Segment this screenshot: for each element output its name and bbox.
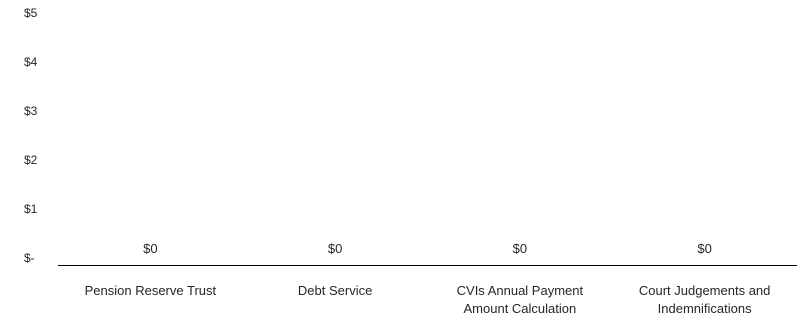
x-tick-label-line: Indemnifications [658,301,752,316]
y-tick-label: $- [24,251,35,265]
x-tick-label-line: CVIs Annual Payment [457,283,584,298]
x-tick-label-line: Pension Reserve Trust [85,283,217,298]
x-tick-label-line: Debt Service [298,283,372,298]
x-tick-label-line: Amount Calculation [464,301,577,316]
data-label: $0 [328,241,342,256]
data-label: $0 [697,241,711,256]
y-tick-label: $4 [24,55,38,69]
x-tick-label: Pension Reserve Trust [85,283,217,298]
x-tick-label: CVIs Annual Payment Amount Calculation [457,283,584,316]
data-labels: $0 $0 $0 $0 [143,241,712,256]
y-tick-label: $5 [24,6,38,20]
y-tick-label: $3 [24,104,38,118]
data-label: $0 [513,241,527,256]
data-label: $0 [143,241,157,256]
y-tick-label: $1 [24,202,38,216]
y-axis-ticks: $- $1 $2 $3 $4 $5 [24,6,38,265]
y-tick-label: $2 [24,153,38,167]
x-tick-label-line: Court Judgements and [639,283,771,298]
x-tick-label: Court Judgements and Indemnifications [639,283,771,316]
x-axis-ticks: Pension Reserve Trust Debt Service CVIs An… [85,283,771,316]
x-tick-label: Debt Service [298,283,372,298]
